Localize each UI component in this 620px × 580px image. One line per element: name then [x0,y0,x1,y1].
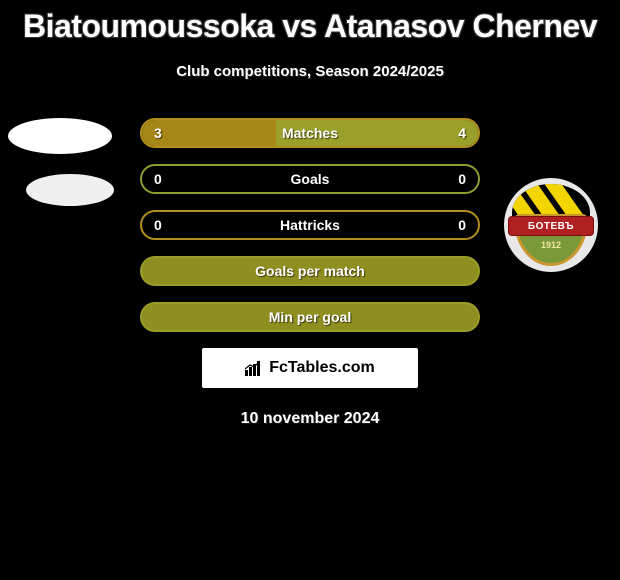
player1-avatar [8,118,112,154]
badge-year: 1912 [504,240,598,250]
badge-ribbon: БОТЕВЪ [508,216,594,236]
stat-label: Goals [291,171,330,187]
subtitle: Club competitions, Season 2024/2025 [0,63,620,80]
stat-label: Hattricks [280,217,340,233]
stat-value-right: 4 [458,125,466,141]
player2-club-badge: БОТЕВЪ 1912 [504,178,598,272]
label-row: Goals per match [140,256,480,286]
stats-panel: 3 Matches 4 0 Goals 0 0 Hattricks 0 Goals per mat… [140,118,480,332]
date-label: 10 november 2024 [0,410,620,428]
stat-row: 3 Matches 4 [140,118,480,148]
stat-value-left: 0 [154,171,162,187]
label-row: Min per goal [140,302,480,332]
stat-row: 0 Hattricks 0 [140,210,480,240]
brand-box: FcTables.com [202,348,418,388]
stat-row: 0 Goals 0 [140,164,480,194]
stat-value-right: 0 [458,217,466,233]
stat-value-left: 3 [154,125,162,141]
player1-avatar-shadow [26,174,114,206]
label-row-text: Min per goal [269,309,351,325]
bar-chart-icon [245,360,265,376]
stat-value-left: 0 [154,217,162,233]
label-row-text: Goals per match [255,263,365,279]
stat-label: Matches [282,125,338,141]
page-title: Biatoumoussoka vs Atanasov Chernev [0,0,620,45]
stat-value-right: 0 [458,171,466,187]
stat-fill-left [142,120,276,146]
brand-label: FcTables.com [269,359,375,377]
